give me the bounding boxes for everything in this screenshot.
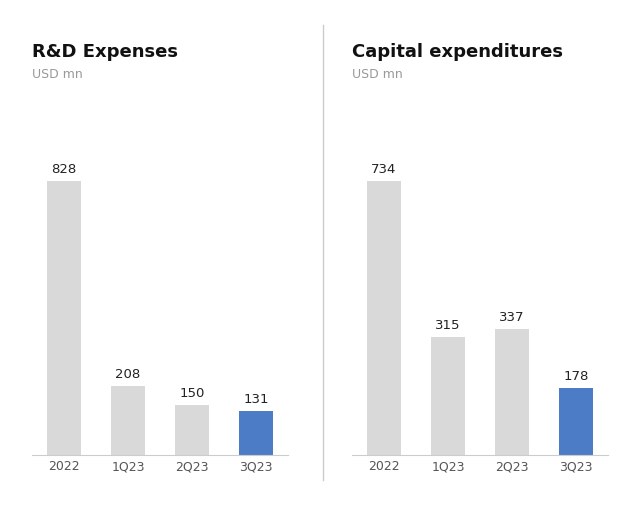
Bar xyxy=(495,329,529,454)
Bar xyxy=(111,386,145,454)
Text: 828: 828 xyxy=(51,163,77,176)
Text: 208: 208 xyxy=(115,368,141,381)
Bar xyxy=(367,181,401,454)
Text: R&D Expenses: R&D Expenses xyxy=(32,42,178,61)
Text: 150: 150 xyxy=(179,387,205,400)
Text: USD mn: USD mn xyxy=(32,68,83,81)
Text: Capital expenditures: Capital expenditures xyxy=(352,42,563,61)
Text: USD mn: USD mn xyxy=(352,68,403,81)
Text: 178: 178 xyxy=(563,370,589,383)
Text: 131: 131 xyxy=(243,393,269,407)
Text: 337: 337 xyxy=(499,311,525,324)
Bar xyxy=(431,337,465,454)
Text: 734: 734 xyxy=(371,163,397,176)
Bar xyxy=(559,388,593,454)
Bar xyxy=(47,181,81,454)
Bar xyxy=(175,405,209,455)
Text: 315: 315 xyxy=(435,319,461,332)
Bar xyxy=(239,411,273,454)
